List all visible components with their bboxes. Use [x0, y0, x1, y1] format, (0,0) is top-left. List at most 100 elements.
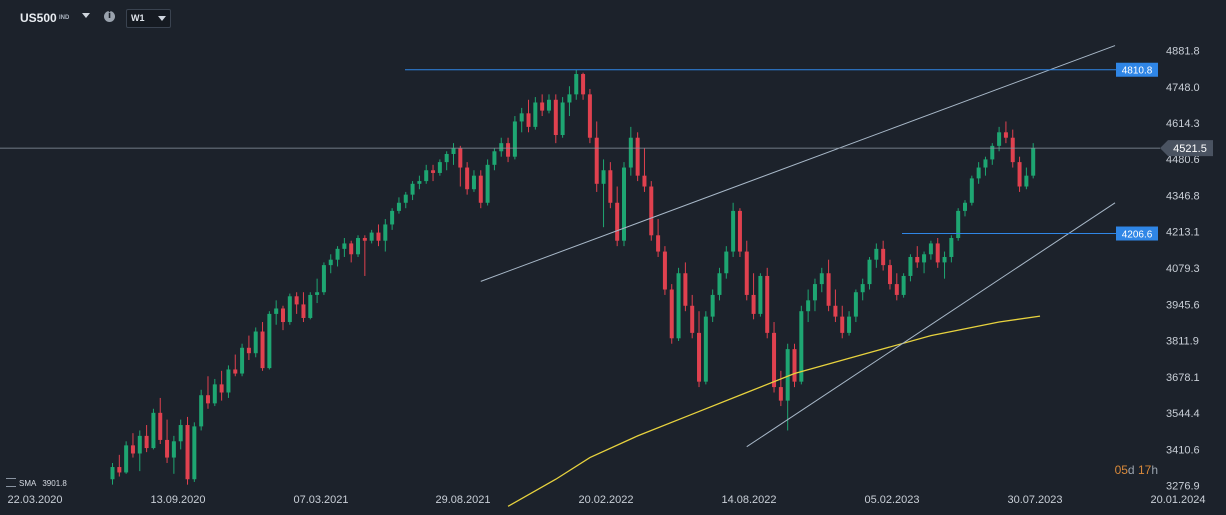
candle-body [567, 94, 572, 103]
candle-body [499, 143, 504, 152]
candle-body [233, 369, 238, 374]
candle-body [540, 102, 545, 111]
countdown-hours: 17 [1137, 463, 1152, 477]
candle-body [274, 308, 279, 314]
candle-body [785, 349, 790, 401]
candle-body [683, 273, 688, 306]
candle-body [376, 232, 381, 241]
candle-body [833, 305, 838, 317]
indicator-legend[interactable]: SMA 3901.8 [6, 478, 67, 488]
candle-body [956, 210, 961, 239]
candle-body [185, 425, 190, 480]
candle-body [860, 284, 865, 293]
candle-body [649, 186, 654, 236]
candle-body [533, 102, 538, 127]
candle-body [969, 178, 974, 203]
candle-body [867, 259, 872, 285]
candle-body [574, 74, 579, 95]
candle-body [130, 445, 135, 454]
candle-body [321, 265, 326, 293]
candle-body [124, 445, 129, 473]
candle-body [1031, 148, 1036, 176]
candle-body [778, 387, 783, 401]
candle-body [697, 332, 702, 382]
timeframe-dropdown-icon [158, 16, 166, 21]
candle-body [424, 170, 429, 182]
y-tick-label: 4881.8 [1166, 46, 1200, 58]
candle-body [294, 296, 299, 305]
countdown-days-unit: d [1127, 463, 1135, 477]
candle-body [587, 94, 592, 138]
candle-body [260, 331, 265, 369]
symbol-name[interactable]: US500 [20, 11, 57, 25]
candle-body [199, 395, 204, 427]
candle-body [594, 137, 599, 184]
candle-body [915, 256, 920, 263]
current-price-label: 4521.5 [1173, 143, 1207, 155]
indicator-settings-icon[interactable] [6, 478, 16, 487]
level-tag [1116, 62, 1158, 77]
candle-body [369, 232, 374, 241]
candle-body [758, 275, 763, 314]
candle-body [219, 384, 224, 393]
candle-body [922, 254, 927, 263]
candle-body [342, 243, 347, 249]
candle-body [744, 251, 749, 295]
candle-body [812, 284, 817, 301]
candle-body [826, 273, 831, 306]
candle-body [212, 384, 217, 404]
candle-body [315, 292, 320, 295]
x-tick-label: 22.03.2020 [7, 494, 62, 506]
y-tick-label: 3544.4 [1166, 408, 1200, 420]
timeframe-select[interactable]: W1 [126, 9, 171, 28]
candle-body [431, 170, 436, 173]
candle-body [205, 395, 210, 404]
candle-body [137, 435, 142, 454]
y-tick-label: 3945.6 [1166, 299, 1200, 311]
candle-body [383, 224, 388, 241]
candle-body [519, 113, 524, 122]
y-tick-label: 3276.9 [1166, 481, 1200, 493]
candle-body [1024, 175, 1029, 187]
candle-body [465, 167, 470, 190]
level-label: 4810.8 [1122, 66, 1153, 77]
candle-body [171, 441, 176, 458]
candle-body [976, 167, 981, 179]
candle-body [874, 248, 879, 260]
current-price-tag [1160, 140, 1213, 157]
info-icon[interactable]: i [104, 11, 115, 22]
symbol-dropdown-icon[interactable] [82, 13, 90, 18]
countdown-days: 05 [1114, 463, 1128, 477]
candle-body [506, 143, 511, 157]
y-tick-label: 3678.1 [1166, 372, 1200, 384]
trend-line-lower [746, 202, 1116, 448]
level-tag [1116, 226, 1158, 241]
candle-body [512, 121, 517, 157]
candle-body [117, 467, 122, 473]
candle-body [267, 313, 272, 369]
indicator-value: 3901.8 [42, 479, 67, 488]
candle-body [676, 273, 681, 339]
x-tick-label: 20.02.2022 [578, 494, 633, 506]
candle-body [349, 243, 354, 255]
candle-body [417, 181, 422, 184]
candle-body [110, 467, 115, 480]
candle-body [765, 275, 770, 333]
candle-body [669, 289, 674, 339]
y-tick-label: 3410.6 [1166, 444, 1200, 456]
candles-group [110, 69, 1036, 485]
candle-body [635, 137, 640, 176]
candle-body [751, 294, 756, 314]
candle-body [478, 175, 483, 203]
candle-body [356, 238, 361, 255]
candle-body [151, 412, 156, 449]
candle-body [328, 259, 333, 266]
candle-body [287, 296, 292, 323]
candle-body [1010, 137, 1015, 163]
candle-body [410, 183, 415, 195]
candle-body [853, 292, 858, 317]
candle-body [840, 316, 845, 333]
candle-body [492, 151, 497, 165]
x-tick-label: 05.02.2023 [864, 494, 919, 506]
